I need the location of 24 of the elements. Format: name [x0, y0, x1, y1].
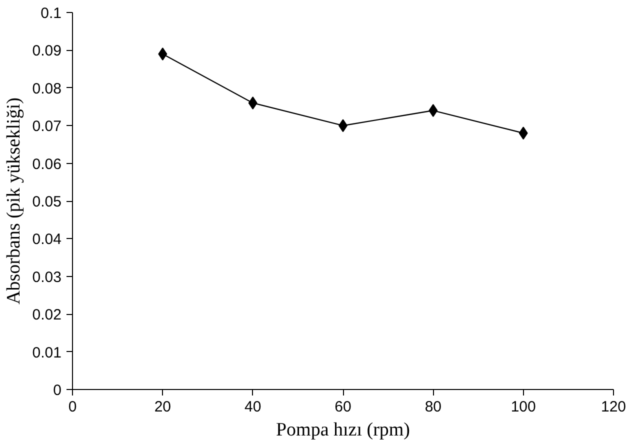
y-tick-label: 0.01 [32, 344, 62, 362]
x-tick-label: 0 [68, 398, 77, 416]
point [158, 47, 168, 60]
x-tick-label: 80 [424, 398, 442, 416]
y-tick-label: 0.1 [40, 5, 62, 22]
y-tick-label: 0.06 [32, 156, 62, 173]
y-tick-label: 0.05 [32, 194, 62, 210]
y-tick-label: 0.09 [32, 42, 62, 60]
y-tick-label: 0.08 [32, 80, 62, 98]
x-tick-label: 120 [600, 398, 626, 416]
y-tick-label: 0.07 [32, 118, 62, 136]
point [428, 104, 438, 118]
y-tick-label: 0.04 [32, 231, 62, 248]
x-tick-label: 40 [244, 398, 262, 416]
point [248, 96, 258, 110]
x-tick-label: 100 [510, 398, 536, 416]
point [518, 126, 528, 140]
x-axis-title: Pompa hızı (rpm) [276, 420, 410, 440]
x-tick-label: 20 [154, 398, 172, 416]
x-tick-label: 60 [334, 398, 352, 416]
y-tick-label: 0.02 [32, 306, 62, 324]
y-tick-label: 0 [53, 382, 62, 399]
y-axis-title: Absorbans (pik yüksekliği) [3, 98, 24, 304]
y-tick-label: 0.03 [32, 268, 62, 286]
